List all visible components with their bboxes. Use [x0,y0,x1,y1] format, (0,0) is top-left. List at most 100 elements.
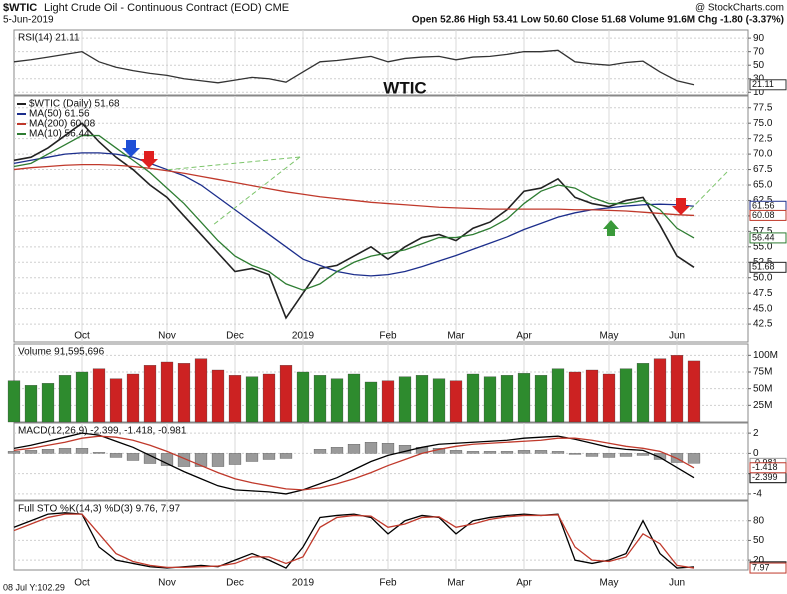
bar [228,453,242,465]
bar [364,381,378,423]
bar [483,451,497,454]
bar [330,378,344,423]
bar [415,375,429,423]
bar [245,453,259,462]
x-tick-label: May [600,578,619,589]
y-tick-label: 45.0 [753,303,773,314]
bar [636,453,650,456]
bar [466,373,480,423]
y-tick-label: 90 [753,33,765,44]
bar [364,442,378,454]
panel-frame [13,95,749,343]
x-tick-label: Feb [379,331,397,342]
trend-annotation [164,156,301,171]
legend-label: MA(200) 60.08 [29,119,96,130]
footer-note: 08 Jul Y:102.29 [3,582,65,592]
bar [24,450,38,454]
bar [534,375,548,423]
series-line [13,163,695,217]
x-tick-label: May [600,331,619,342]
bar [245,376,259,423]
y-tick-label: 2 [753,428,759,439]
y-tick-label: 57.5 [753,226,773,237]
value-tag-label: 60.08 [752,210,775,220]
annotation: WTIC [383,78,426,97]
y-tick-label: 100M [753,350,778,361]
bar [92,368,106,423]
series-line [13,49,695,86]
x-tick-label: Dec [226,331,244,342]
bar [330,447,344,454]
bar [177,363,191,423]
bar [279,453,293,459]
instrument-name: Light Crude Oil - Continuous Contract (E… [44,2,289,14]
bar [568,453,582,455]
bar [313,449,327,454]
bar [143,365,157,423]
y-tick-label: 70.0 [753,149,773,160]
legend-label: $WTIC (Daily) 51.68 [29,99,120,110]
y-tick-label: 42.5 [753,319,773,330]
y-tick-label: 67.5 [753,164,773,175]
bar [449,380,463,423]
value-tag-label: -2.399 [752,472,778,482]
value-tag [749,232,787,244]
bar [602,453,616,458]
bar [653,358,667,423]
y-tick-label: 30 [753,73,765,84]
y-tick-label: 0 [753,448,759,459]
bar [517,450,531,454]
symbol: $WTIC [3,2,37,14]
bar [466,451,480,454]
panel-title: Volume 91,595,696 [18,347,105,358]
bar [432,378,446,423]
y-tick-label: 47.5 [753,288,773,299]
series-line [13,432,695,495]
bar [585,453,599,457]
bar [279,365,293,423]
bar [109,453,123,458]
y-tick-label: 50.0 [753,272,773,283]
series-line [13,435,695,491]
bar [517,373,531,423]
y-tick-label: 10 [753,87,765,98]
x-tick-label: Feb [379,578,397,589]
bar [551,451,565,454]
x-tick-label: Apr [516,331,532,342]
panel-frame [13,29,749,96]
bar [653,453,667,460]
value-tag [749,209,787,221]
bar [670,355,684,423]
bar [126,373,140,423]
series-line [13,513,695,569]
value-tag-label: 51.68 [752,262,775,272]
bar [194,453,208,467]
panel-frame [13,500,749,571]
value-tag [749,562,787,574]
value-tag-label: -1.418 [752,462,778,472]
bar [228,375,242,423]
x-tick-label: Nov [158,331,176,342]
bar [58,448,72,454]
x-tick-label: Mar [447,578,465,589]
value-tag-label: 7.97 [752,562,770,572]
bar [619,368,633,423]
y-tick-label: 50 [753,535,765,546]
blue-arrow [122,140,140,157]
bar [347,444,361,454]
y-tick-label: 75.0 [753,118,773,129]
bar [619,453,633,457]
x-tick-label: Apr [516,578,532,589]
bar [92,452,106,454]
y-tick-label: 55.0 [753,241,773,252]
value-tag [749,79,787,91]
bar [7,451,21,454]
y-tick-label: 77.5 [753,102,773,113]
x-tick-label: Dec [226,578,244,589]
value-tag-label: 21.11 [752,79,774,89]
bar [449,450,463,454]
bar [398,376,412,423]
trend-annotation [212,156,301,226]
y-tick-label: 62.5 [753,195,773,206]
